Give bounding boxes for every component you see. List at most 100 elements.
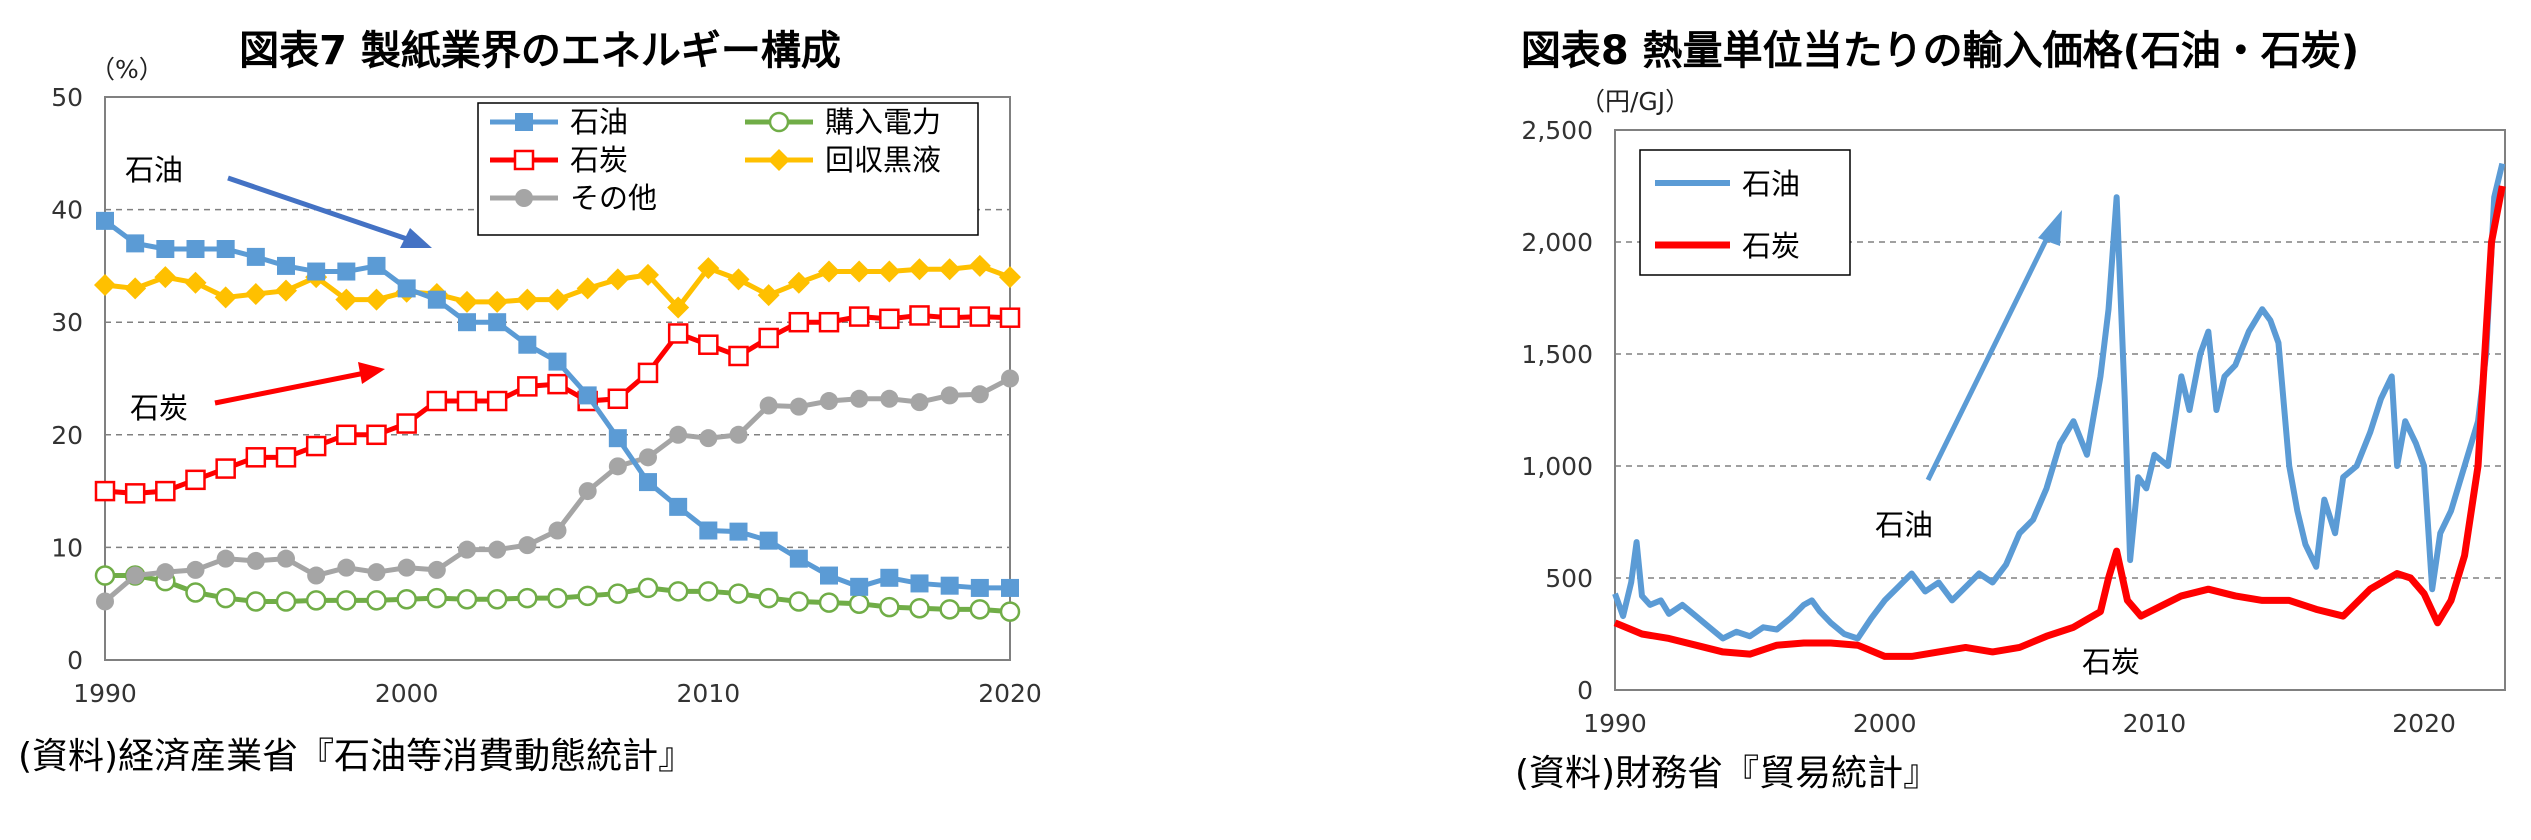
chart-7-data-point	[909, 597, 930, 619]
chart-7-data-point	[486, 588, 508, 610]
chart-8-y-tick-label: 1,000	[1521, 452, 1593, 481]
chart-7-data-point	[458, 313, 476, 332]
chart-7-data-point	[697, 257, 720, 280]
chart-8-plot-area	[1614, 129, 2506, 691]
chart-7-data-point	[305, 590, 327, 611]
chart-8-annotation-oil-arrowhead	[2038, 210, 2062, 246]
chart-7-data-point	[517, 587, 538, 609]
chart-8-y-tick-label: 0	[1577, 676, 1593, 705]
chart-7-data-point	[396, 413, 417, 434]
chart-8-title: 図表8 熱量単位当たりの輸入価格(石油・石炭)	[1521, 28, 2359, 74]
chart-7-data-point	[186, 240, 205, 259]
chart-7-data-point	[757, 284, 780, 307]
chart-7-legend-marker	[513, 149, 535, 171]
chart-7-data-point	[275, 447, 297, 468]
chart-7-data-point	[939, 307, 960, 328]
chart-7-legend-item: 石油	[490, 105, 628, 139]
chart-7-data-point	[96, 211, 114, 230]
chart-7-data-point	[366, 590, 387, 611]
chart-8-y-tick-label: 2,000	[1521, 228, 1593, 257]
chart-7-y-ticks: 0 10 20 30 40 50	[51, 83, 83, 675]
chart-8-series	[1612, 162, 2506, 660]
chart-7-data-point	[728, 345, 749, 367]
chart-7-data-point	[879, 596, 900, 618]
chart-7-legend-label: 石炭	[570, 143, 628, 177]
chart-7-annotation-oil-arrow	[227, 175, 411, 243]
chart-7-data-point	[940, 386, 959, 405]
chart-7-data-point	[245, 591, 267, 612]
chart-7-data-point	[728, 583, 749, 604]
chart-7-data-point	[337, 262, 356, 281]
chart-7-data-point	[367, 563, 386, 582]
chart-7-legend-label: 購入電力	[825, 105, 941, 139]
chart-7-data-point	[246, 551, 265, 570]
chart-7-data-point	[488, 313, 507, 332]
chart-7-data-point	[969, 599, 991, 620]
chart-7-data-point	[699, 429, 718, 448]
chart-7-data-point	[607, 583, 629, 604]
chart-8-y-ticks: 0 500 1,000 1,500 2,000 2,500	[1521, 116, 1593, 705]
chart-7-data-point	[759, 396, 778, 415]
chart-7-data-point	[970, 578, 989, 597]
chart-7-annotation-coal: 石炭	[130, 362, 385, 425]
chart-7-data-point	[96, 592, 114, 611]
chart-7-data-point	[910, 574, 929, 593]
chart-7-data-point	[577, 585, 598, 607]
chart-7-data-point	[186, 560, 205, 579]
chart-7-data-point	[729, 522, 748, 541]
chart-8-legend-item: 石炭	[1655, 229, 1800, 263]
chart-7-data-point	[366, 424, 387, 446]
chart-8-x-tick-label: 2000	[1853, 709, 1917, 738]
chart-7-data-point	[758, 587, 779, 609]
chart-7-data-point	[818, 311, 840, 333]
chart-8-x-tick-label: 2020	[2392, 709, 2456, 738]
chart-7-data-point	[667, 581, 689, 602]
chart-7-x-ticks: 1990 2000 2010 2020	[73, 679, 1042, 708]
chart-7-data-point	[458, 540, 476, 559]
chart-7-legend-box	[477, 102, 979, 236]
chart-8-legend-label: 石炭	[1742, 229, 1800, 263]
chart-7-data-point	[789, 549, 808, 568]
chart-7-annotation-coal-arrow	[214, 370, 366, 406]
chart-8-source: (資料)財務省『貿易統計』	[1515, 753, 1939, 794]
chart-7-data-point	[547, 587, 568, 609]
chart-7-series	[94, 211, 1021, 622]
chart-7-data-point	[639, 448, 657, 467]
chart-7-data-point	[848, 306, 870, 327]
chart-7-data-point	[94, 480, 116, 502]
chart-8-y-tick-label: 1,500	[1521, 340, 1593, 369]
chart-7-data-point	[215, 587, 236, 609]
chart-7-data-point	[184, 271, 207, 294]
chart-7-x-tick-label: 1990	[73, 679, 137, 708]
chart-7-data-point	[488, 540, 507, 559]
chart-7-data-point	[305, 435, 327, 457]
chart-7-legend-label: その他	[570, 181, 657, 215]
chart-7-annotation-oil-arrowhead	[400, 228, 432, 248]
chart-7-data-point	[759, 531, 778, 550]
chart-7-data-point	[578, 482, 597, 501]
chart-8-x-tick-label: 2010	[2123, 709, 2187, 738]
chart-7-data-point	[939, 599, 960, 620]
chart-7-data-point	[880, 389, 899, 408]
chart-7-annotation-coal-arrowhead	[358, 362, 385, 384]
chart-7-data-point	[608, 457, 627, 476]
chart-7-data-point	[365, 288, 388, 311]
chart-7-y-tick-label: 50	[51, 83, 83, 112]
chart-8-y-tick-label: 2,500	[1521, 116, 1593, 145]
chart-7-data-point	[518, 335, 537, 354]
chart-7-annotation-oil-label: 石油	[125, 153, 183, 187]
chart-7-data-point	[367, 256, 386, 275]
chart-7-data-point	[94, 274, 116, 297]
chart-7-data-point	[669, 497, 688, 516]
chart-8: 図表8 熱量単位当たりの輸入価格(石油・石炭) （円/GJ） 0 500 1,000…	[1515, 28, 2506, 794]
chart-7-data-point	[244, 283, 267, 306]
chart-7-data-point	[908, 258, 931, 281]
chart-7-legend-item: 購入電力	[745, 105, 941, 139]
chart-7-data-point	[667, 296, 690, 319]
chart-8-legend-item: 石油	[1655, 167, 1800, 201]
chart-8-y-tick-label: 500	[1545, 564, 1593, 593]
chart-7-data-point	[275, 591, 297, 612]
chart-7-data-point	[426, 390, 448, 412]
chart-7-data-point	[156, 563, 175, 582]
chart-7-data-point	[546, 288, 569, 311]
